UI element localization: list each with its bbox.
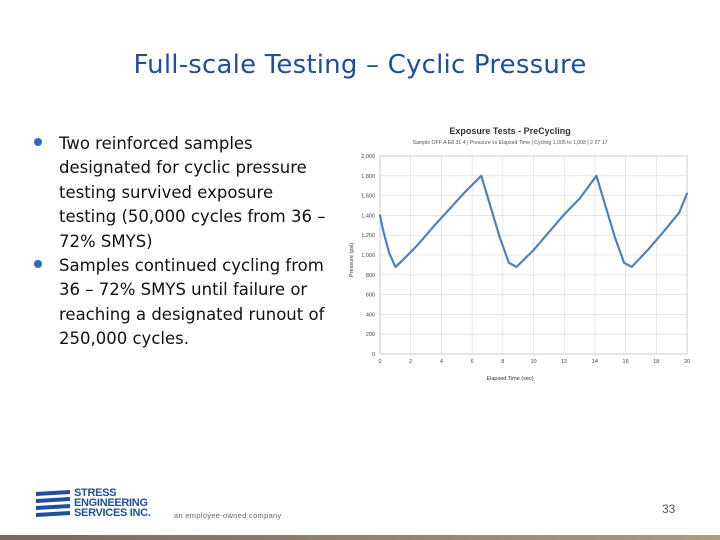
bullet-list: Two reinforced samples designated for cy… xyxy=(34,132,334,352)
pressure-chart-svg: Exposure Tests - PreCycling Sample OFF A… xyxy=(349,126,690,382)
x-tick-label: 20 xyxy=(684,359,690,365)
plot-area-frame xyxy=(379,155,688,355)
chart-subtitle: Sample OFF A E8 31 4 | Pressure vs Elaps… xyxy=(413,140,608,146)
chart-grid xyxy=(379,155,688,355)
y-tick-label: 800 xyxy=(366,273,375,279)
y-tick-label: 2,000 xyxy=(361,154,375,160)
y-tick-label: 200 xyxy=(366,332,375,338)
chart-ticks: 0 2 4 6 8 10 12 14 16 18 2002004006008001,0001,200… xyxy=(361,154,690,365)
bullet-text: Two reinforced samples designated for cy… xyxy=(59,134,326,251)
x-tick-label: 2 xyxy=(409,359,412,365)
x-tick-label: 10 xyxy=(530,359,536,365)
pressure-chart: Exposure Tests - PreCycling Sample OFF A… xyxy=(335,122,700,384)
y-tick-label: 1,200 xyxy=(361,233,375,239)
x-tick-label: 8 xyxy=(501,359,504,365)
y-tick-label: 1,800 xyxy=(361,174,375,180)
bullet-dot-icon xyxy=(34,138,42,146)
bullet-item: Samples continued cycling from 36 – 72% … xyxy=(34,254,334,352)
y-tick-label: 0 xyxy=(372,352,375,358)
logo-stripes-icon xyxy=(36,490,70,517)
footer-rule xyxy=(0,535,720,540)
chart-xlabel: Elapsed Time (sec) xyxy=(486,376,533,382)
x-tick-label: 16 xyxy=(623,359,629,365)
x-tick-label: 18 xyxy=(653,359,659,365)
logo-line: SERVICES INC. xyxy=(74,507,151,519)
company-logo: STRESS ENGINEERING SERVICES INC. xyxy=(34,488,154,522)
x-tick-label: 4 xyxy=(440,359,443,365)
logo-text: STRESS ENGINEERING SERVICES INC. xyxy=(74,487,151,519)
bullet-dot-icon xyxy=(34,260,42,269)
bullet-text: Samples continued cycling from 36 – 72% … xyxy=(59,256,325,349)
pressure-series-line xyxy=(378,174,689,268)
chart-title: Exposure Tests - PreCycling xyxy=(449,126,570,136)
bullet-item: Two reinforced samples designated for cy… xyxy=(34,132,334,254)
x-tick-label: 12 xyxy=(561,359,567,365)
y-tick-label: 400 xyxy=(366,312,375,318)
chart-ylabel: Pressure (psi) xyxy=(349,243,355,277)
y-tick-label: 1,000 xyxy=(361,253,375,259)
x-tick-label: 6 xyxy=(471,359,474,365)
x-tick-label: 0 xyxy=(378,359,381,365)
page-number: 33 xyxy=(662,502,676,516)
y-tick-label: 1,400 xyxy=(361,213,375,219)
logo-line: STRESS xyxy=(74,487,117,499)
company-tagline: an employee-owned company xyxy=(174,511,282,520)
slide-title: Full-scale Testing – Cyclic Pressure xyxy=(133,50,587,80)
chart-series xyxy=(378,174,689,268)
logo-line: ENGINEERING xyxy=(74,497,148,509)
x-tick-label: 14 xyxy=(592,359,598,365)
y-tick-label: 1,600 xyxy=(361,194,375,200)
y-tick-label: 600 xyxy=(366,293,375,299)
